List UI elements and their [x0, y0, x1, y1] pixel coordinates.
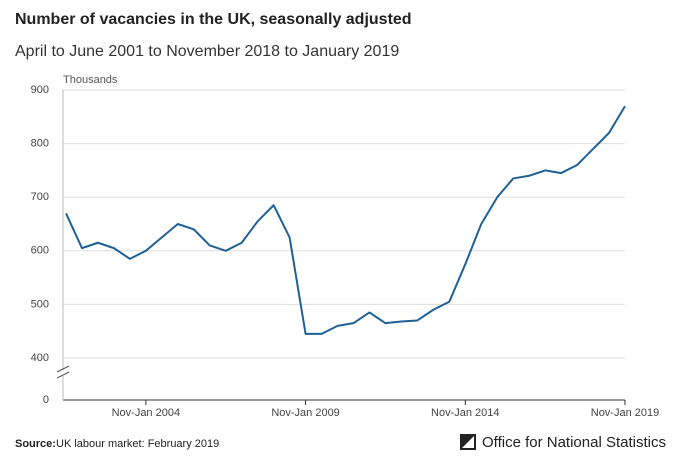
- source: UK labour market: February 2019: [56, 438, 219, 450]
- x-tick-label: Nov-Jan 2009: [271, 407, 340, 419]
- logo-icon: [460, 434, 476, 450]
- axis-break: [56, 365, 70, 373]
- chart-title: Number of vacancies in the UK, seasonall…: [15, 11, 412, 28]
- data-line: [65, 105, 626, 335]
- y-tick-label: 400: [31, 352, 49, 364]
- logo-text: Office for National Statistics: [482, 434, 666, 451]
- y-tick-label: 600: [31, 245, 49, 257]
- source-label: Source:: [15, 438, 56, 450]
- axis-break: [56, 371, 70, 379]
- y-tick-label: 500: [31, 298, 49, 310]
- y-tick-label: 900: [31, 84, 49, 96]
- y-tick-label: 800: [31, 138, 49, 150]
- x-tick-label: Nov-Jan 2019: [591, 407, 660, 419]
- y-tick-label: 0: [43, 394, 49, 406]
- x-tick-label: Nov-Jan 2004: [112, 407, 181, 419]
- y-tick-label: 700: [31, 191, 49, 203]
- y-axis-label: Thousands: [63, 74, 118, 86]
- chart-subtitle: April to June 2001 to November 2018 to J…: [15, 43, 399, 60]
- axis-break-gap: [55, 370, 71, 376]
- x-tick-label: Nov-Jan 2014: [431, 407, 500, 419]
